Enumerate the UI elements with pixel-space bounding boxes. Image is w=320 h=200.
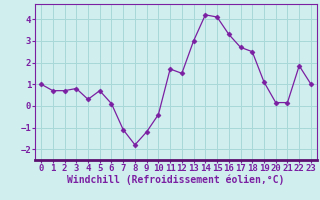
X-axis label: Windchill (Refroidissement éolien,°C): Windchill (Refroidissement éolien,°C) [67, 175, 285, 185]
